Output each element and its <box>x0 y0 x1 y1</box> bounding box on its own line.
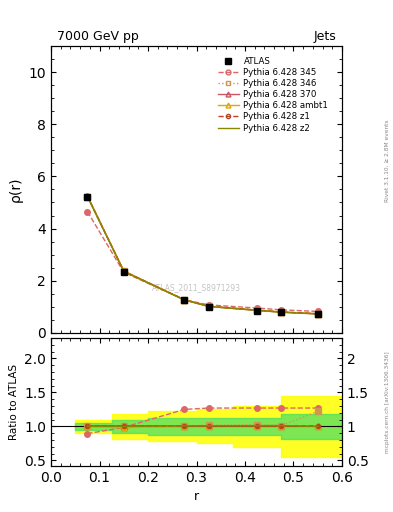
Text: mcplots.cern.ch [arXiv:1306.3436]: mcplots.cern.ch [arXiv:1306.3436] <box>385 351 390 453</box>
Text: Jets: Jets <box>313 30 336 43</box>
Y-axis label: Ratio to ATLAS: Ratio to ATLAS <box>9 364 19 440</box>
X-axis label: r: r <box>194 490 199 503</box>
Y-axis label: ρ(r): ρ(r) <box>9 177 23 202</box>
Legend: ATLAS, Pythia 6.428 345, Pythia 6.428 346, Pythia 6.428 370, Pythia 6.428 ambt1,: ATLAS, Pythia 6.428 345, Pythia 6.428 34… <box>214 53 332 136</box>
Text: ATLAS_2011_S8971293: ATLAS_2011_S8971293 <box>152 283 241 292</box>
Text: Rivet 3.1.10, ≥ 2.8M events: Rivet 3.1.10, ≥ 2.8M events <box>385 119 390 202</box>
Text: 7000 GeV pp: 7000 GeV pp <box>57 30 139 43</box>
